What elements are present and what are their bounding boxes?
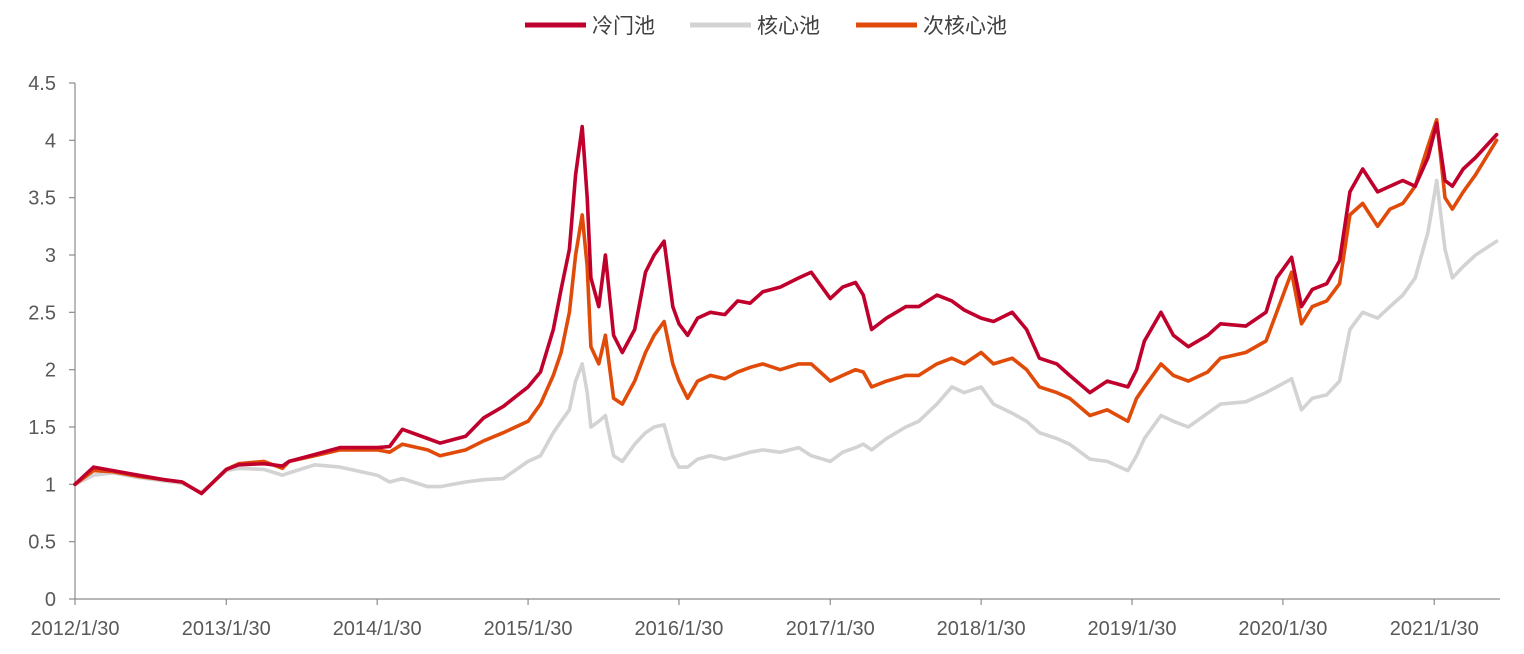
x-tick-label: 2016/1/30 [634,618,723,640]
y-tick-label: 4.5 [28,73,56,95]
y-tick-label: 3 [45,245,56,267]
legend-label-core-pool: 核心池 [757,14,820,38]
legend-label-sub-core-pool: 次核心池 [923,14,1007,38]
y-tick-label: 2.5 [28,302,56,324]
plot-area [73,117,1499,496]
x-tick-label: 2012/1/30 [31,618,120,640]
series-line-sub-core-pool [73,117,1499,496]
x-tick-label: 2015/1/30 [484,618,573,640]
y-tick-label: 0 [45,589,56,611]
x-axis: 2012/1/30 2013/1/30 2014/1/30 2015/1/30 2016… [31,598,1500,640]
legend-label-cold-pool: 冷门池 [592,14,655,38]
x-tick-label: 2021/1/30 [1390,618,1479,640]
x-tick-label: 2018/1/30 [937,618,1026,640]
y-tick-label: 3.5 [28,188,56,210]
series-line-cold-pool [73,121,1499,496]
y-tick-label: 2 [45,360,56,382]
y-tick-label: 1 [45,474,56,496]
series-line-core-pool [73,178,1499,495]
x-tick-label: 2014/1/30 [333,618,422,640]
y-tick-label: 4 [45,130,56,152]
y-tick-label: 0.5 [28,532,56,554]
x-tick-label: 2020/1/30 [1238,618,1327,640]
y-axis: 0 0.5 1 1.5 2 2.5 3 3.5 4 4.5 [28,73,76,611]
x-tick-label: 2019/1/30 [1088,618,1177,640]
x-tick-label: 2017/1/30 [786,618,875,640]
x-tick-label: 2013/1/30 [182,618,271,640]
y-tick-label: 1.5 [28,417,56,439]
legend: 冷门池 核心池 次核心池 [525,14,1007,38]
